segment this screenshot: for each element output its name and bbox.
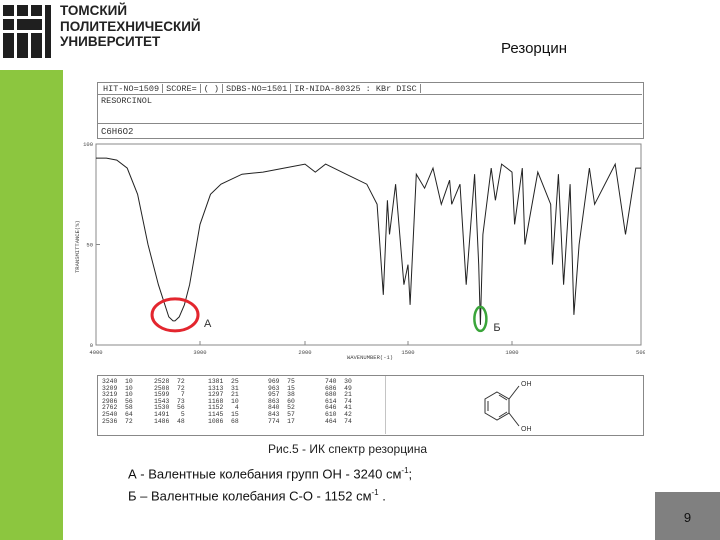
annotation-b-label: Б (493, 322, 500, 334)
y-tick-label: 50 (86, 242, 93, 249)
peak-table: 3240 10 3209 10 3219 10 2986 56 2762 58 … (100, 377, 385, 433)
score-value: ( ) (201, 84, 224, 93)
x-tick-label: 4000 (89, 349, 102, 356)
spectrum-header-row: HIT-NO=1509 SCORE=( ) SDBS-NO=1501 IR-NIDA-… (100, 84, 641, 93)
annotation-b-oval (473, 305, 488, 333)
annotation-a-label: А (204, 318, 212, 330)
note-a: А - Валентные колебания групп ОН - 3240 … (128, 466, 412, 481)
note-b-text: Б – Валентные колебания С-О - 1152 см (128, 488, 372, 504)
peak-table-column: 740 30 686 49 680 21 614 74 646 41 610 4… (325, 378, 352, 425)
x-tick-label: 500 (636, 349, 645, 356)
hit-number: HIT-NO=1509 (100, 84, 164, 93)
peak-table-column: 3240 10 3209 10 3219 10 2986 56 2762 58 … (102, 378, 133, 425)
compound-name: RESORCINOL (101, 96, 153, 106)
x-tick-label: 1000 (505, 349, 518, 356)
university-line-3: УНИВЕРСИТЕТ (60, 34, 161, 49)
left-green-bar (0, 70, 63, 540)
university-name: ТОМСКИЙ ПОЛИТЕХНИЧЕСКИЙ УНИВЕРСИТЕТ (60, 3, 201, 50)
note-b: Б – Валентные колебания С-О - 1152 см-1 … (128, 488, 386, 503)
plot-frame (95, 143, 642, 346)
note-a-text: А - Валентные колебания групп ОН - 3240 … (128, 466, 402, 482)
y-tick-label: 100 (83, 141, 93, 148)
compound-formula: C6H6O2 (101, 127, 134, 137)
page-number-box: 9 (655, 492, 720, 540)
sdbs-number: SDBS-NO=1501 (223, 84, 292, 93)
peak-table-column: 969 75 963 15 957 38 863 60 840 52 843 5… (268, 378, 295, 425)
note-b-end: . (378, 488, 386, 504)
annotation-a-circle (150, 297, 200, 333)
x-tick-label: 2000 (298, 349, 311, 356)
peak-table-column: 2528 72 2508 72 1599 7 1543 73 1530 56 1… (154, 378, 185, 425)
oh-label-bottom: OH (521, 426, 532, 433)
figure-caption: Рис.5 - ИК спектр резорцина (268, 442, 428, 456)
x-tick-label: 1500 (401, 349, 414, 356)
x-tick-label: 3000 (193, 349, 206, 356)
slide-title: Резорцин (501, 40, 568, 57)
note-a-end: ; (408, 466, 413, 482)
spectrum-line (96, 157, 641, 325)
resorcinol-structure: OH OH (385, 376, 532, 434)
ir-method: IR-NIDA-80325 : KBr DISC (291, 84, 421, 93)
peak-table-column: 1381 25 1313 31 1297 21 1168 10 1152 4 1… (208, 378, 239, 425)
spectrum-header-panel (97, 82, 644, 139)
note-a-sup: -1 (401, 466, 409, 475)
y-tick-label: 0 (90, 342, 93, 349)
note-b-sup: -1 (371, 488, 379, 497)
oh-label-top: OH (521, 381, 532, 388)
score-label: SCORE= (163, 84, 201, 93)
y-axis-label: TRANSMITTANCE(%) (74, 220, 81, 273)
university-line-2: ПОЛИТЕХНИЧЕСКИЙ (60, 18, 201, 34)
page-number: 9 (683, 510, 692, 525)
x-axis-label: WAVENUMBER(-1) (347, 354, 393, 361)
university-logo (3, 5, 51, 58)
peak-table-panel (97, 375, 644, 436)
university-line-1: ТОМСКИЙ (60, 3, 128, 18)
